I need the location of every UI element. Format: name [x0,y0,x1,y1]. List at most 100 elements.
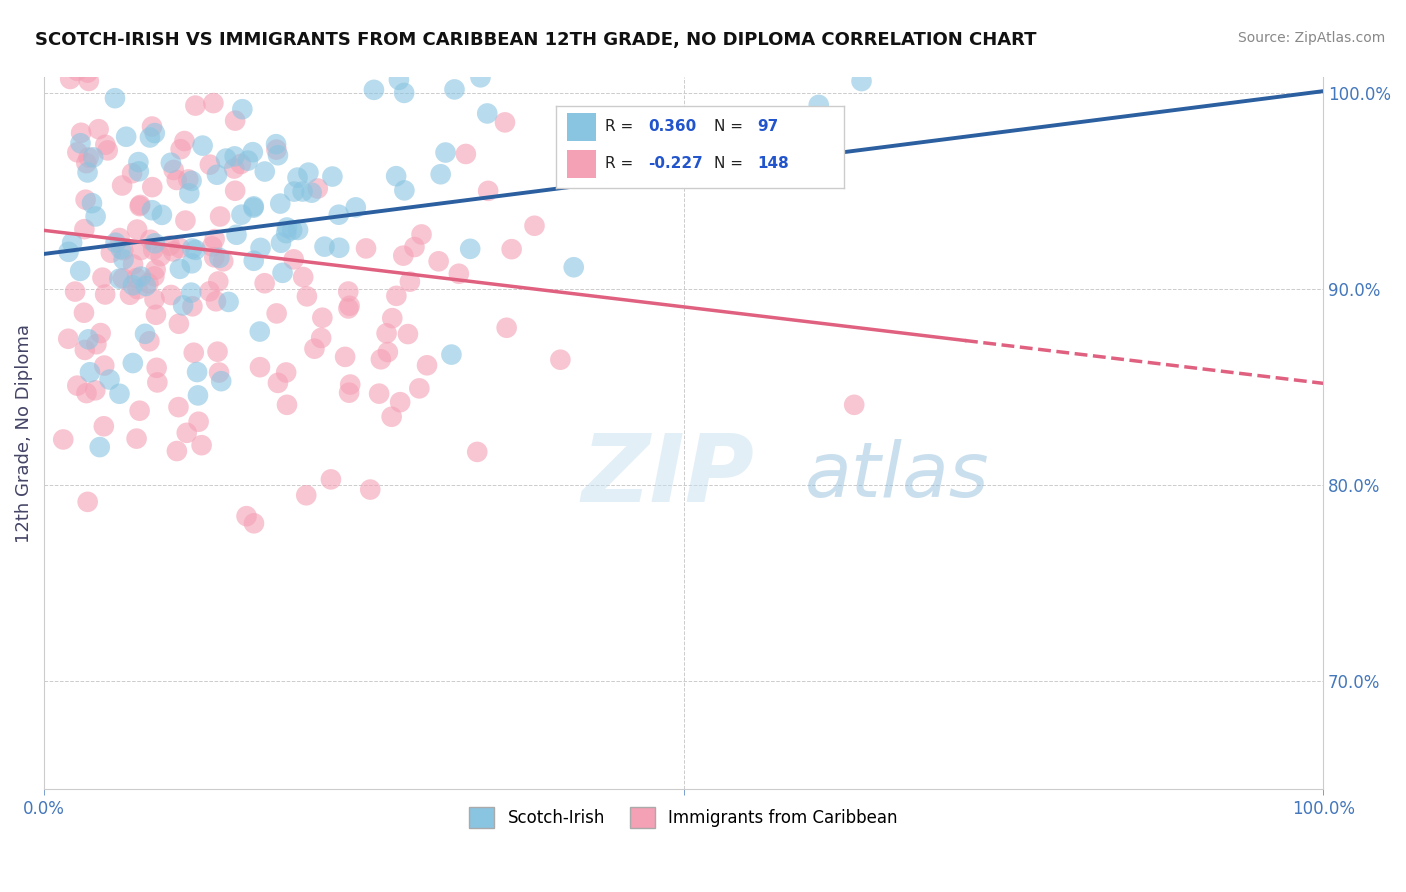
Point [191,138,214,153]
Point [501,242,523,256]
Point [112,244,135,258]
Point [87,58,110,72]
Point [242,253,264,268]
Point [183,345,205,359]
Point [94,137,117,152]
Y-axis label: 12th Grade, No Diploma: 12th Grade, No Diploma [15,324,32,543]
Point [141,120,163,134]
Point [180,174,202,188]
Point [350,55,373,70]
Point [465,445,488,459]
Point [73,222,96,236]
Point [80,196,103,211]
Point [76,65,98,79]
Point [93,419,115,434]
Point [125,432,148,446]
Point [368,386,391,401]
Point [202,96,225,111]
Point [243,516,266,531]
Point [121,356,143,370]
Text: SCOTCH-IRISH VS IMMIGRANTS FROM CARIBBEAN 12TH GRADE, NO DIPLOMA CORRELATION CHA: SCOTCH-IRISH VS IMMIGRANTS FROM CARIBBEA… [35,31,1036,49]
Point [143,236,166,251]
Point [218,294,240,309]
Point [381,311,404,326]
Point [224,113,246,128]
Point [169,241,191,255]
Point [66,378,89,392]
Point [311,310,333,325]
Point [209,374,232,388]
Point [115,129,138,144]
Point [267,148,290,162]
Point [76,165,98,179]
Point [231,208,253,222]
Point [359,483,381,497]
Point [339,299,361,313]
Point [443,82,465,96]
Point [224,184,246,198]
Point [177,172,200,186]
Point [242,201,264,215]
Point [112,252,135,267]
Point [66,145,89,160]
Point [281,223,304,237]
Point [129,243,152,257]
Point [236,153,259,168]
Point [174,213,197,227]
Point [79,365,101,379]
Point [396,327,419,342]
Point [163,163,186,178]
Point [427,254,450,268]
Point [207,275,229,289]
Point [328,241,350,255]
Point [494,115,516,129]
Point [295,289,318,303]
Point [337,385,360,400]
Point [173,134,195,148]
Legend: Scotch-Irish, Immigrants from Caribbean: Scotch-Irish, Immigrants from Caribbean [463,801,904,834]
Point [292,270,315,285]
Point [337,285,360,299]
Point [287,170,309,185]
Point [385,169,408,183]
Point [253,164,276,178]
Point [180,285,202,300]
Point [266,143,288,157]
Point [176,425,198,440]
Point [354,241,377,255]
Point [367,21,389,35]
Point [392,86,415,100]
Point [160,51,183,65]
Point [276,398,298,412]
Point [141,180,163,194]
Point [145,262,167,277]
Point [363,83,385,97]
Point [187,415,209,429]
Point [77,332,100,346]
Point [297,166,319,180]
Point [394,183,416,197]
Point [283,185,305,199]
Point [89,440,111,454]
Point [66,63,89,78]
Point [477,106,499,120]
Point [128,164,150,178]
Text: atlas: atlas [806,439,990,513]
Point [166,444,188,458]
Point [60,235,83,250]
Point [73,343,96,357]
Point [167,317,190,331]
Point [283,252,305,267]
Point [253,277,276,291]
Point [94,287,117,301]
Point [138,334,160,349]
Point [118,287,141,301]
Point [69,264,91,278]
Point [249,360,271,375]
Point [339,377,361,392]
Point [408,381,430,395]
Point [309,331,332,345]
Point [129,198,152,212]
Point [477,184,499,198]
Point [392,249,415,263]
